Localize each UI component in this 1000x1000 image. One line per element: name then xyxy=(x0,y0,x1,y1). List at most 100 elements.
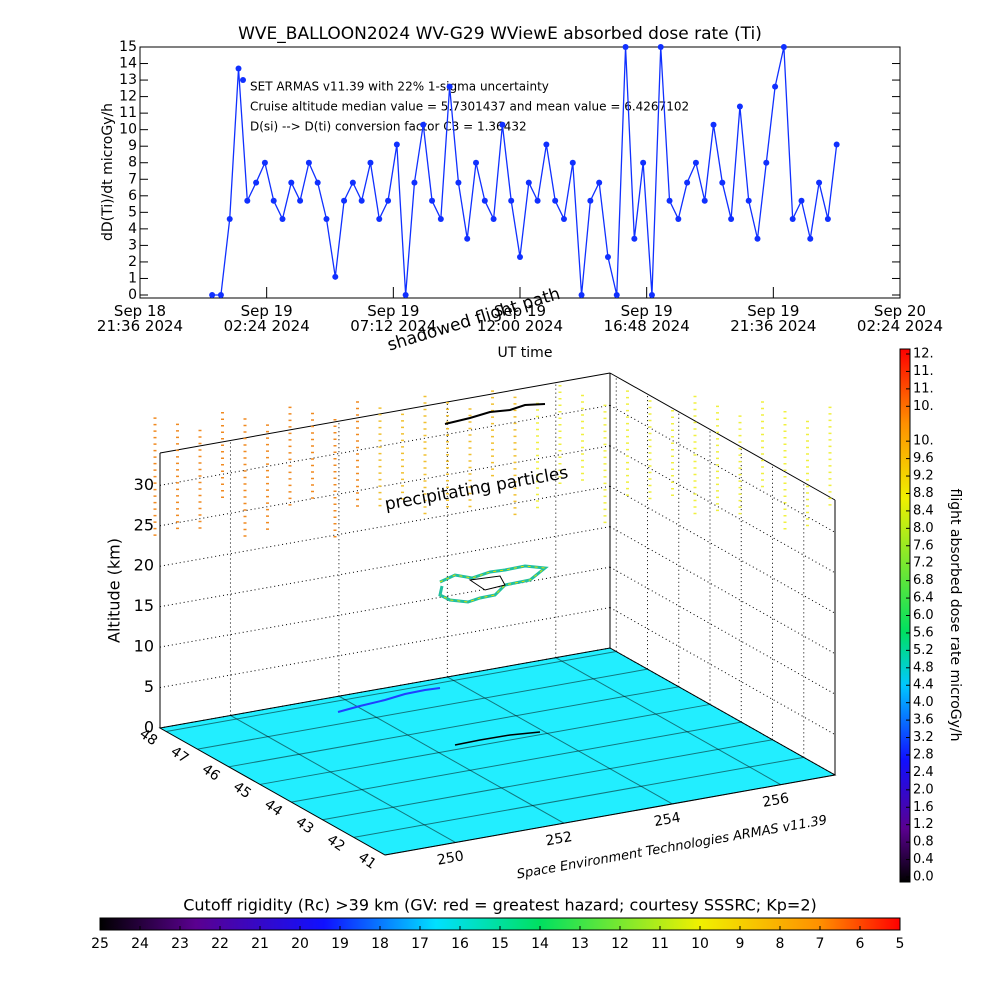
lon-tick-label: 252 xyxy=(544,829,573,849)
grid-line xyxy=(159,445,611,527)
y-tick-label: 3 xyxy=(128,237,137,253)
data-point xyxy=(648,292,655,298)
colorbar-tick-label: 17 xyxy=(411,936,429,952)
data-point xyxy=(429,197,436,204)
colorbar-tick-label: 4.8 xyxy=(913,660,934,675)
data-point xyxy=(833,141,840,148)
x-tick-label: Sep 20 02:24 2024 xyxy=(856,302,944,335)
colorbar-tick-label: 8.4 xyxy=(913,503,934,518)
colorbar-tick-label: 10. xyxy=(913,434,934,449)
data-point xyxy=(631,235,638,242)
data-point xyxy=(745,197,752,204)
floor-projection xyxy=(337,687,441,713)
balloon-marker xyxy=(468,575,506,591)
grid-line xyxy=(159,566,611,648)
data-point xyxy=(314,179,321,186)
colorbar-tick-label: 2.4 xyxy=(913,765,934,780)
data-point xyxy=(209,292,216,298)
data-point xyxy=(517,253,523,260)
lat-tick-label: 46 xyxy=(199,761,223,784)
data-line xyxy=(212,46,838,296)
colorbar-tick-label: 9.2 xyxy=(913,469,934,484)
data-point xyxy=(402,292,409,298)
data-point xyxy=(305,159,312,166)
data-point xyxy=(736,103,743,110)
colorbar-tick-label: 18 xyxy=(371,936,389,952)
data-point xyxy=(499,121,506,128)
z-axis-label: Altitude (km) xyxy=(105,538,124,643)
y-tick-label: 5 xyxy=(128,204,137,220)
colorbar-tick-label: 12. xyxy=(913,347,934,362)
data-point xyxy=(261,159,268,166)
x-tick-label: Sep 19 02:24 2024 xyxy=(223,302,310,335)
data-point xyxy=(807,235,814,242)
grid-line xyxy=(609,445,836,574)
lat-tick-label: 45 xyxy=(230,779,254,802)
y-tick-label: 12 xyxy=(119,89,137,105)
colorbar-tick-label: 4.4 xyxy=(913,678,934,693)
y-tick-label: 0 xyxy=(128,287,137,303)
z-tick-label: 15 xyxy=(134,596,154,615)
colorbar-tick-label: 15 xyxy=(491,936,509,952)
colorbar-tick-label: 12 xyxy=(611,936,629,952)
colorbar-tick-label: 11. xyxy=(913,364,934,379)
grid-line xyxy=(159,607,611,689)
colorbar-title: Cutoff rigidity (Rc) >39 km (GV: red = g… xyxy=(183,896,817,915)
data-point xyxy=(217,292,224,298)
lat-tick-label: 43 xyxy=(293,814,317,837)
data-point xyxy=(780,44,787,50)
colorbar-tick-label: 5.6 xyxy=(913,625,934,640)
colorbar-tick-label: 9.6 xyxy=(913,451,934,466)
grid-line xyxy=(259,703,711,785)
z-tick-label: 25 xyxy=(134,515,154,534)
z-tick-label: 10 xyxy=(134,637,154,656)
lat-tick-label: 47 xyxy=(168,744,192,767)
x-tick-label: Sep 19 16:48 2024 xyxy=(603,302,690,335)
data-point xyxy=(640,159,647,166)
data-point xyxy=(798,197,805,204)
data-point xyxy=(411,179,418,186)
data-point xyxy=(789,215,796,222)
colorbar-tick-label: 16 xyxy=(451,936,469,952)
grid-line xyxy=(166,651,617,733)
lat-tick-label: 44 xyxy=(261,796,285,819)
data-point xyxy=(569,159,576,166)
data-point xyxy=(710,121,717,128)
data-point xyxy=(622,44,629,50)
data-point xyxy=(772,83,779,90)
data-point xyxy=(244,197,251,204)
colorbar-tick-label: 4.0 xyxy=(913,695,934,710)
data-point xyxy=(657,44,664,50)
colorbar-tick-label: 1.2 xyxy=(913,817,934,832)
colorbar-tick-label: 22 xyxy=(211,936,229,952)
lon-tick-label: 254 xyxy=(653,810,682,830)
colorbar-tick-label: 2.0 xyxy=(913,782,934,797)
data-point xyxy=(508,197,515,204)
data-point xyxy=(684,179,691,186)
data-point xyxy=(385,197,392,204)
colorbar-tick-label: 9 xyxy=(736,936,745,952)
annotation: D(si) --> D(ti) conversion factor C3 = 1… xyxy=(250,120,527,134)
colorbar-tick-label: 0.8 xyxy=(913,835,934,850)
data-point xyxy=(437,215,444,222)
colorbar-tick-label: 6 xyxy=(856,936,865,952)
lat-tick-label: 42 xyxy=(324,832,348,855)
data-point xyxy=(332,273,339,280)
chart-title: WVE_BALLOON2024 WV-G29 WViewE absorbed d… xyxy=(238,24,762,44)
colorbar-tick-label: 20 xyxy=(291,936,309,952)
colorbar-tick-label: 21 xyxy=(251,936,269,952)
box-edge xyxy=(159,372,611,454)
data-point xyxy=(358,197,365,204)
data-point xyxy=(604,253,611,260)
y-tick-label: 7 xyxy=(128,171,137,187)
colorbar-tick-label: 11 xyxy=(651,936,669,952)
flight-path-highlight xyxy=(439,565,547,603)
data-point xyxy=(253,179,260,186)
lon-tick-label: 250 xyxy=(436,848,465,868)
data-point xyxy=(675,215,682,222)
y-tick-label: 15 xyxy=(119,39,137,55)
data-point xyxy=(728,215,735,222)
grid-line xyxy=(159,485,611,567)
